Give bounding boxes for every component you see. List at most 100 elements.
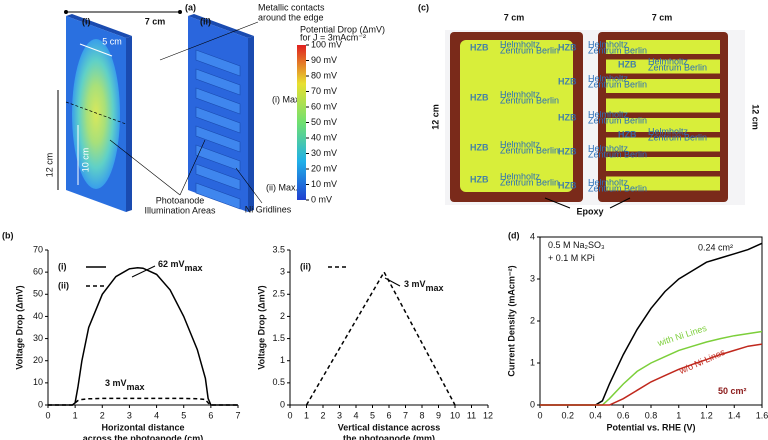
max-marker: (ii) Max.	[266, 182, 298, 192]
x-tick-label: 1	[304, 410, 309, 420]
y-tick-label: 60	[33, 267, 43, 277]
logo-sub: Helmholtz	[588, 177, 629, 187]
x-tick-label: 6	[208, 410, 213, 420]
grid-strip	[195, 87, 241, 115]
logo-sub: Helmholtz	[588, 143, 629, 153]
logo-sub: Helmholtz	[648, 56, 689, 66]
y-tick-label: 70	[33, 244, 43, 254]
panel-edge	[188, 14, 254, 38]
colorbar-tick-label: 50 mV	[311, 117, 337, 127]
colorbar-tick-label: 80 mV	[311, 70, 337, 80]
callout: Epoxy	[576, 206, 603, 216]
grid-strip	[195, 182, 241, 210]
x-tick-label: 12	[483, 410, 493, 420]
panel-a: (a) 7 cm 5 cm 10 cm 12 cm (i) (ii) Metal…	[44, 2, 385, 215]
legend-label: (ii)	[58, 280, 69, 290]
series-line	[305, 270, 456, 406]
colorbar-tick-label: 100 mV	[311, 39, 342, 49]
annotation: 3 mVmax	[404, 279, 444, 293]
annotation-text: 62 mV	[158, 259, 185, 269]
dimension-label: 10 cm	[80, 148, 90, 173]
grid-strip	[195, 106, 241, 134]
annotation: 62 mVmax	[158, 259, 203, 273]
callout: Photoanode	[156, 195, 205, 205]
series-line	[540, 242, 763, 406]
y-axis-label: Voltage Drop (ΔmV)	[14, 285, 24, 369]
logo-sub: Helmholtz	[500, 89, 541, 99]
leader	[109, 139, 181, 196]
panel-edge	[248, 36, 254, 212]
sub-label: (i)	[82, 16, 91, 26]
annotation-text: 50 cm²	[718, 386, 747, 396]
logo-sub: Zentrum Berlin	[588, 183, 647, 193]
logo-sub: Helmholtz	[648, 126, 689, 136]
colorbar-tick-label: 30 mV	[311, 148, 337, 158]
logo-sub: Zentrum Berlin	[648, 62, 707, 72]
y-tick-label: 1.5	[272, 333, 285, 343]
y-tick-label: 1	[530, 357, 535, 367]
logo: HZB	[470, 142, 489, 152]
x-tick-label: 8	[419, 410, 424, 420]
dimension-label: 7 cm	[145, 16, 166, 26]
dimension-end	[64, 10, 68, 14]
y-tick-label: 0.5	[272, 377, 285, 387]
series-line	[48, 266, 238, 406]
grid-strip	[195, 49, 241, 77]
grid-strip	[195, 68, 241, 96]
colorbar-tick-label: 10 mV	[311, 179, 337, 189]
x-tick-label: 1.4	[728, 410, 741, 420]
strip	[606, 59, 720, 74]
logo: HZB	[470, 42, 489, 52]
logo-sub: Zentrum Berlin	[588, 149, 647, 159]
colorbar-tick-label: 40 mV	[311, 132, 337, 142]
x-tick-label: 0.8	[645, 410, 658, 420]
grid-strip	[195, 163, 241, 191]
colorbar-tick-label: 20 mV	[311, 163, 337, 173]
x-tick-label: 2	[100, 410, 105, 420]
series-label: w/o Ni Lines	[677, 347, 727, 377]
y-tick-label: 2	[280, 311, 285, 321]
y-tick-label: 30	[33, 333, 43, 343]
legend-label: (i)	[58, 261, 67, 271]
callout: around the edge	[258, 12, 324, 22]
logo-sub: Helmholtz	[588, 109, 629, 119]
x-tick-label: 6	[386, 410, 391, 420]
leader	[544, 197, 571, 209]
panel-label: (a)	[185, 2, 196, 12]
leader	[235, 167, 263, 204]
heat-map	[72, 39, 120, 189]
colorbar	[297, 45, 306, 200]
max-marker: (i) Max.	[272, 94, 302, 104]
x-tick-label: 7	[235, 410, 240, 420]
x-tick-label: 3	[127, 410, 132, 420]
x-axis-label: across the photoanode (cm)	[83, 433, 204, 440]
annotation: 3 mVmax	[105, 378, 145, 392]
annotation: 0.5 M Na₂SO₃	[548, 240, 605, 250]
colorbar-tick-label: 60 mV	[311, 101, 337, 111]
annotation-text: + 0.1 M KPi	[548, 253, 595, 263]
leader	[159, 21, 259, 61]
logo: HZB	[470, 92, 489, 102]
colorbar-tick-label: 0 mV	[311, 194, 332, 204]
panel-label: (b)	[2, 230, 14, 240]
x-tick-label: 7	[403, 410, 408, 420]
y-tick-label: 0	[280, 399, 285, 409]
grid-strip	[195, 125, 241, 153]
x-tick-label: 1.2	[700, 410, 713, 420]
x-tick-label: 3	[337, 410, 342, 420]
logo: HZB	[558, 180, 577, 190]
leader	[609, 197, 631, 209]
strip	[606, 98, 720, 113]
y-tick-label: 2	[530, 315, 535, 325]
illumination-area	[460, 40, 573, 192]
strip	[606, 118, 720, 132]
strip	[606, 157, 720, 171]
dimension-line	[79, 43, 113, 57]
annotation-text: 3 mV	[105, 378, 127, 388]
logo-sub: Helmholtz	[500, 171, 541, 181]
logo: HZB	[558, 76, 577, 86]
x-tick-label: 4	[154, 410, 159, 420]
x-tick-label: 2	[320, 410, 325, 420]
